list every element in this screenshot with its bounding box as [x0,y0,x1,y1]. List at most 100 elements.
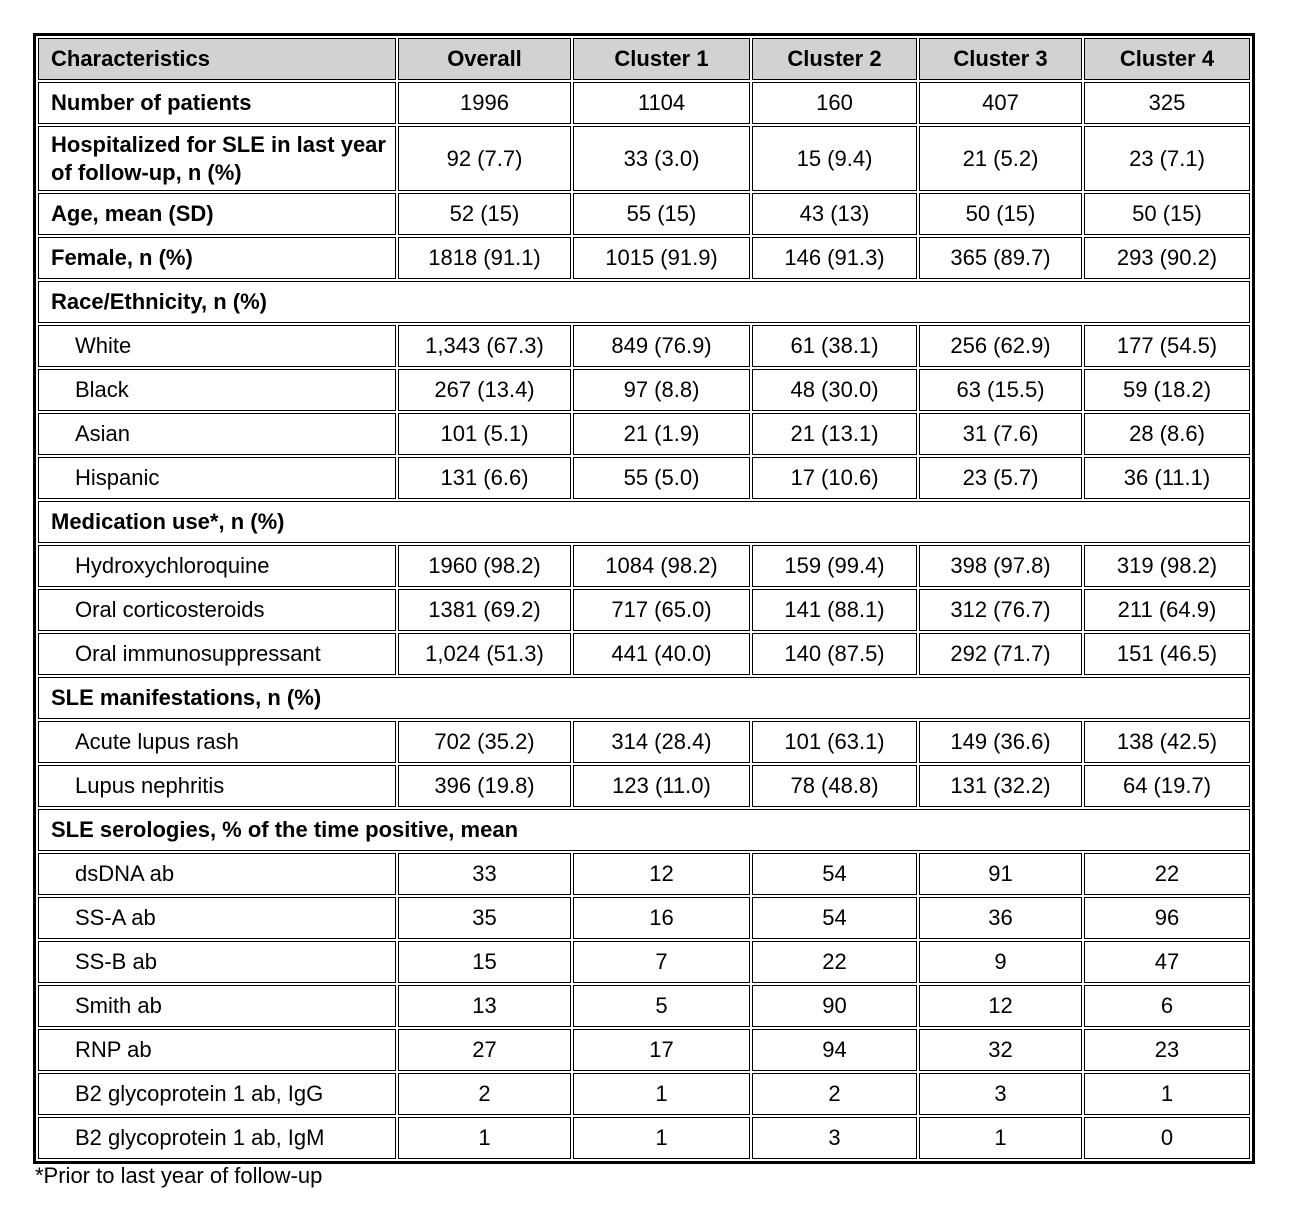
cell-value: 21 (1.9) [573,413,750,455]
cell-value: 849 (76.9) [573,325,750,367]
table-row: Smith ab 13 5 90 12 6 [38,985,1250,1027]
table-row: Hispanic 131 (6.6) 55 (5.0) 17 (10.6) 23 (5.… [38,457,1250,499]
cell-value: 398 (97.8) [919,545,1082,587]
row-label: Lupus nephritis [38,765,396,807]
cell-value: 396 (19.8) [398,765,571,807]
cell-value: 36 [919,897,1082,939]
cell-value: 101 (63.1) [752,721,917,763]
cell-value: 1 [573,1073,750,1115]
cell-value: 717 (65.0) [573,589,750,631]
cell-value: 33 (3.0) [573,126,750,191]
table-row: Acute lupus rash 702 (35.2) 314 (28.4) 101 … [38,721,1250,763]
cell-value: 12 [573,853,750,895]
row-label: SS-A ab [38,897,396,939]
cell-value: 50 (15) [1084,193,1250,235]
cell-value: 1015 (91.9) [573,237,750,279]
table-row: RNP ab 27 17 94 32 23 [38,1029,1250,1071]
cell-value: 28 (8.6) [1084,413,1250,455]
table-header: Characteristics Overall Cluster 1 Cluster 2… [38,38,1250,80]
row-label: Hydroxychloroquine [38,545,396,587]
cell-value: 702 (35.2) [398,721,571,763]
row-label: Black [38,369,396,411]
table-row: Age, mean (SD) 52 (15) 55 (15) 43 (13) 50 (1… [38,193,1250,235]
cell-value: 319 (98.2) [1084,545,1250,587]
cell-value: 146 (91.3) [752,237,917,279]
cell-value: 2 [398,1073,571,1115]
column-header: Cluster 4 [1084,38,1250,80]
cell-value: 1 [919,1117,1082,1159]
section-label: SLE manifestations, n (%) [38,677,1250,719]
column-header: Characteristics [38,38,396,80]
cell-value: 365 (89.7) [919,237,1082,279]
table-row: Number of patients 1996 1104 160 407 325 [38,82,1250,124]
row-label: Number of patients [38,82,396,124]
section-row: SLE manifestations, n (%) [38,677,1250,719]
row-label: White [38,325,396,367]
section-row: Medication use*, n (%) [38,501,1250,543]
cell-value: 1,343 (67.3) [398,325,571,367]
table-row: Asian 101 (5.1) 21 (1.9) 21 (13.1) 31 (7.6) 2… [38,413,1250,455]
table-footnote: *Prior to last year of follow-up [35,1163,323,1188]
cell-value: 90 [752,985,917,1027]
table-row: B2 glycoprotein 1 ab, IgG 2 1 2 3 1 [38,1073,1250,1115]
column-header: Cluster 1 [573,38,750,80]
cell-value: 59 (18.2) [1084,369,1250,411]
cell-value: 55 (5.0) [573,457,750,499]
table-row: White 1,343 (67.3) 849 (76.9) 61 (38.1) 256 … [38,325,1250,367]
header-row: Characteristics Overall Cluster 1 Cluster 2… [38,38,1250,80]
row-label: Oral immunosuppressant [38,633,396,675]
cell-value: 33 [398,853,571,895]
cell-value: 1381 (69.2) [398,589,571,631]
cell-value: 15 [398,941,571,983]
cell-value: 325 [1084,82,1250,124]
table-row: Oral corticosteroids 1381 (69.2) 717 (65.0… [38,589,1250,631]
cell-value: 43 (13) [752,193,917,235]
cell-value: 23 (5.7) [919,457,1082,499]
cell-value: 407 [919,82,1082,124]
table-row: Oral immunosuppressant 1,024 (51.3) 441 (4… [38,633,1250,675]
cell-value: 36 (11.1) [1084,457,1250,499]
row-label: Asian [38,413,396,455]
cell-value: 31 (7.6) [919,413,1082,455]
cell-value: 17 (10.6) [752,457,917,499]
cell-value: 52 (15) [398,193,571,235]
table-row: Female, n (%) 1818 (91.1) 1015 (91.9) 146 (… [38,237,1250,279]
table-row: Lupus nephritis 396 (19.8) 123 (11.0) 78 (4… [38,765,1250,807]
cell-value: 97 (8.8) [573,369,750,411]
cell-value: 211 (64.9) [1084,589,1250,631]
cell-value: 96 [1084,897,1250,939]
cell-value: 1 [398,1117,571,1159]
cell-value: 140 (87.5) [752,633,917,675]
cell-value: 293 (90.2) [1084,237,1250,279]
cell-value: 12 [919,985,1082,1027]
cell-value: 32 [919,1029,1082,1071]
section-row: Race/Ethnicity, n (%) [38,281,1250,323]
column-header: Cluster 3 [919,38,1082,80]
table-row: SS-B ab 15 7 22 9 47 [38,941,1250,983]
cell-value: 151 (46.5) [1084,633,1250,675]
cell-value: 54 [752,853,917,895]
cell-value: 22 [752,941,917,983]
cell-value: 256 (62.9) [919,325,1082,367]
cell-value: 9 [919,941,1082,983]
cell-value: 63 (15.5) [919,369,1082,411]
section-label: SLE serologies, % of the time positive, … [38,809,1250,851]
cell-value: 64 (19.7) [1084,765,1250,807]
cell-value: 141 (88.1) [752,589,917,631]
table-row: Hospitalized for SLE in last year of fol… [38,126,1250,191]
row-label: RNP ab [38,1029,396,1071]
cell-value: 1,024 (51.3) [398,633,571,675]
cell-value: 149 (36.6) [919,721,1082,763]
cell-value: 314 (28.4) [573,721,750,763]
column-header: Overall [398,38,571,80]
cell-value: 138 (42.5) [1084,721,1250,763]
cell-value: 48 (30.0) [752,369,917,411]
cell-value: 101 (5.1) [398,413,571,455]
section-label: Race/Ethnicity, n (%) [38,281,1250,323]
cell-value: 23 [1084,1029,1250,1071]
cell-value: 2 [752,1073,917,1115]
table-body: Number of patients 1996 1104 160 407 325 Hospi… [38,82,1250,1159]
cell-value: 1104 [573,82,750,124]
row-label: Smith ab [38,985,396,1027]
